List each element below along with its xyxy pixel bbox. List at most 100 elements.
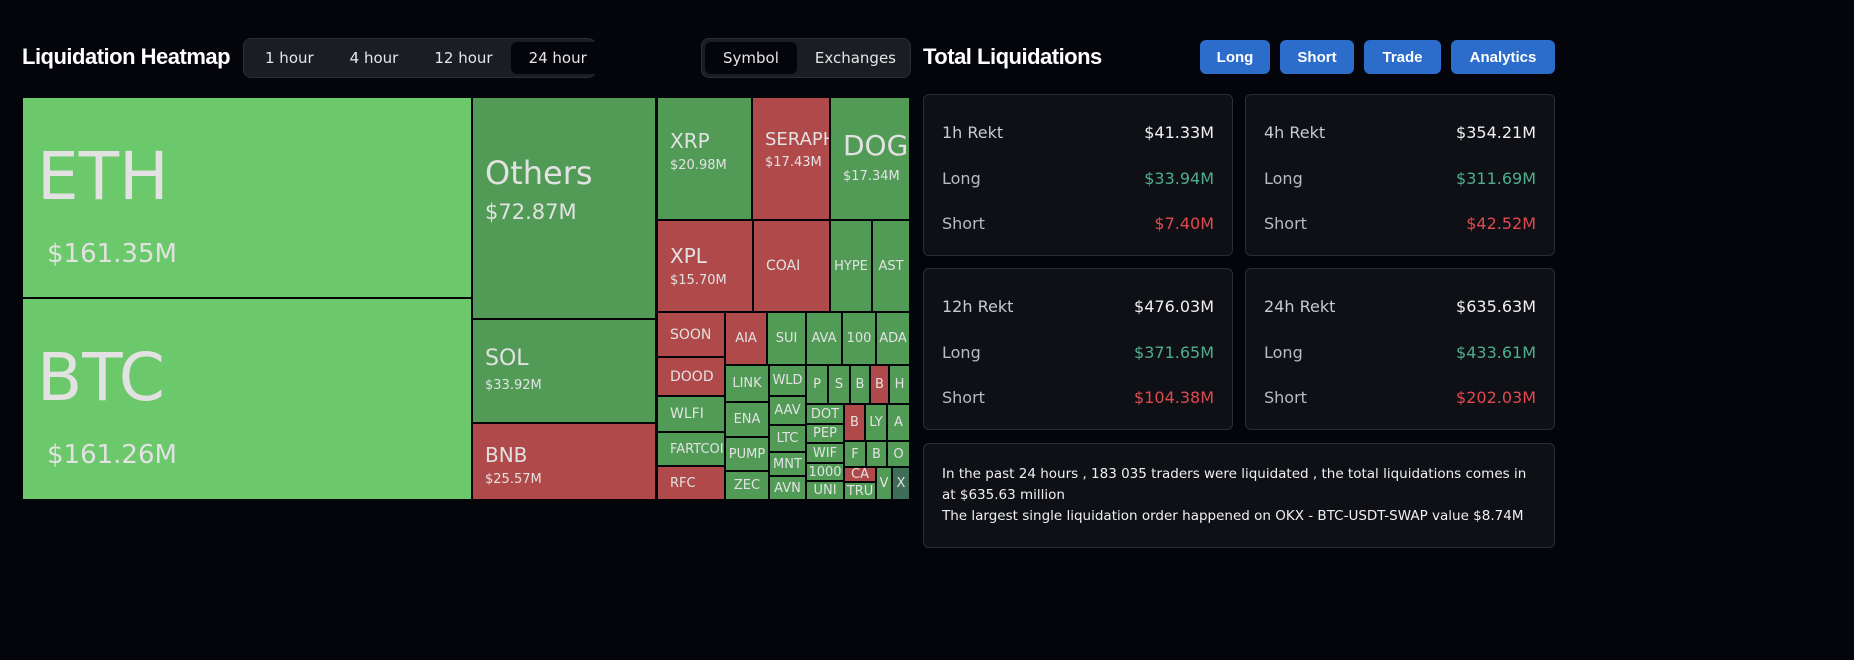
treemap-cell-xpl[interactable]: XPL $15.70M: [657, 220, 753, 312]
treemap-cell-pump[interactable]: PUMP: [725, 437, 769, 471]
treemap-cell-fartcoin[interactable]: FARTCOIN: [657, 432, 725, 466]
cell-symbol: X: [896, 476, 906, 492]
treemap-cell-s[interactable]: S: [828, 365, 850, 404]
treemap-cell-rfc[interactable]: RFC: [657, 466, 725, 500]
cell-value: $72.87M: [485, 199, 577, 224]
treemap-cell-uni[interactable]: UNI: [806, 481, 844, 500]
treemap-cell-1000[interactable]: 1000: [806, 463, 844, 481]
treemap-cell-wif[interactable]: WIF: [806, 443, 844, 463]
treemap-cell-mnt[interactable]: MNT: [769, 452, 806, 476]
tab-symbol[interactable]: Symbol: [705, 42, 797, 74]
treemap-cell-h[interactable]: H: [889, 365, 910, 404]
treemap-cell-v[interactable]: V: [876, 467, 892, 500]
card-row: 24h Rekt $635.63M: [1264, 297, 1536, 316]
cell-value: $33.92M: [485, 377, 542, 393]
treemap-cell-aav[interactable]: AAV: [769, 396, 806, 425]
treemap-cell-aia[interactable]: AIA: [725, 312, 767, 365]
heatmap-title: Liquidation Heatmap: [22, 44, 231, 69]
treemap-cell-dood[interactable]: DOOD: [657, 357, 725, 396]
rekt-card-1h: 1h Rekt $41.33M Long $33.94M Short $7.40M: [923, 94, 1233, 256]
treemap-cell-b[interactable]: B: [850, 365, 870, 404]
treemap-cell-ltc[interactable]: LTC: [769, 425, 806, 452]
cell-symbol: B: [850, 415, 859, 431]
treemap-cell-b[interactable]: B: [870, 365, 889, 404]
treemap-cell-sol[interactable]: SOL $33.92M: [472, 319, 656, 423]
row-value: $635.63M: [1456, 297, 1536, 316]
cell-symbol: 1000: [808, 464, 842, 480]
treemap-cell-xrp[interactable]: XRP $20.98M: [657, 97, 752, 220]
treemap-cell-doge[interactable]: DOGE $17.34M: [830, 97, 910, 220]
treemap-cell-p[interactable]: P: [806, 365, 828, 404]
rekt-card-24h: 24h Rekt $635.63M Long $433.61M Short $202.03…: [1245, 268, 1555, 430]
treemap-cell-a[interactable]: A: [887, 404, 910, 441]
cell-symbol: WLD: [772, 373, 803, 389]
treemap-cell-x[interactable]: X: [892, 467, 910, 500]
cell-symbol: A: [894, 415, 903, 431]
treemap-cell-tru[interactable]: TRU: [844, 482, 876, 500]
long-button[interactable]: Long: [1200, 40, 1270, 74]
treemap-cell-100[interactable]: 100: [842, 312, 876, 365]
treemap-cell-ava[interactable]: AVA: [806, 312, 842, 365]
cell-symbol: P: [813, 377, 821, 393]
row-value: $104.38M: [1134, 388, 1214, 407]
treemap-cell-ast[interactable]: AST: [872, 220, 910, 312]
treemap-cell-eth[interactable]: ETH $161.35M: [22, 97, 472, 298]
treemap-cell-coai[interactable]: COAI: [753, 220, 830, 312]
treemap-cell-ada[interactable]: ADA: [876, 312, 910, 365]
cell-symbol: B: [855, 377, 865, 393]
tab-24-hour[interactable]: 24 hour: [510, 42, 605, 74]
row-value: $202.03M: [1456, 388, 1536, 407]
cell-symbol: RFC: [670, 475, 696, 491]
treemap-cell-zec[interactable]: ZEC: [725, 471, 769, 500]
treemap-cell-soon[interactable]: SOON: [657, 312, 725, 357]
treemap-cell-bnb[interactable]: BNB $25.57M: [472, 423, 656, 500]
treemap-cell-dot[interactable]: DOT: [806, 404, 844, 424]
treemap-cell-btc[interactable]: BTC $161.26M: [22, 298, 472, 500]
treemap-cell-f[interactable]: F: [844, 441, 866, 467]
row-value: $33.94M: [1144, 169, 1214, 188]
card-row: Short $42.52M: [1264, 214, 1536, 233]
treemap-cell-b[interactable]: B: [844, 404, 865, 441]
analytics-button[interactable]: Analytics: [1451, 40, 1555, 74]
cell-symbol: DOOD: [670, 368, 714, 385]
cell-symbol: HYPE: [834, 258, 868, 274]
cell-symbol: B: [872, 446, 881, 462]
cell-value: $15.70M: [670, 273, 727, 288]
cell-symbol: LY: [869, 415, 883, 431]
cell-symbol: S: [834, 377, 844, 393]
total-liquidations-title: Total Liquidations: [923, 44, 1102, 69]
treemap-cell-seraph[interactable]: SERAPH $17.43M: [752, 97, 830, 220]
treemap-cell-b[interactable]: B: [866, 441, 887, 467]
row-label: 12h Rekt: [942, 297, 1014, 316]
treemap-cell-wld[interactable]: WLD: [769, 365, 806, 396]
treemap-cell-avn[interactable]: AVN: [769, 476, 806, 500]
cell-symbol: SERAPH: [765, 128, 830, 150]
row-label: 1h Rekt: [942, 123, 1004, 142]
cell-symbol: F: [851, 446, 859, 462]
row-label: Long: [1264, 169, 1303, 188]
cell-symbol: CA: [851, 467, 869, 482]
tab-12-hour[interactable]: 12 hour: [434, 49, 493, 67]
treemap-cell-pep[interactable]: PEP: [806, 424, 844, 443]
cell-value: $20.98M: [670, 157, 727, 173]
treemap-cell-ca[interactable]: CA: [844, 467, 876, 482]
treemap-cell-hype[interactable]: HYPE: [830, 220, 872, 312]
cell-symbol: AAV: [774, 403, 801, 419]
treemap-cell-wlfi[interactable]: WLFI: [657, 396, 725, 432]
row-label: 4h Rekt: [1264, 123, 1326, 142]
short-button[interactable]: Short: [1280, 40, 1354, 74]
row-value: $41.33M: [1144, 123, 1214, 142]
treemap-cell-ena[interactable]: ENA: [725, 402, 769, 437]
treemap-cell-sui[interactable]: SUI: [767, 312, 806, 365]
treemap-cell-o[interactable]: O: [887, 441, 910, 467]
tab-exchanges[interactable]: Exchanges: [814, 49, 896, 67]
treemap-cell-others[interactable]: Others $72.87M: [472, 97, 656, 319]
trade-button[interactable]: Trade: [1364, 40, 1441, 74]
treemap-cell-link[interactable]: LINK: [725, 365, 769, 402]
tab-1-hour[interactable]: 1 hour: [265, 49, 314, 67]
row-label: 24h Rekt: [1264, 297, 1336, 316]
tab-4-hour[interactable]: 4 hour: [349, 49, 399, 67]
treemap-cell-ly[interactable]: LY: [865, 404, 887, 441]
cell-symbol: H: [894, 377, 905, 393]
row-label: Short: [1264, 214, 1307, 233]
